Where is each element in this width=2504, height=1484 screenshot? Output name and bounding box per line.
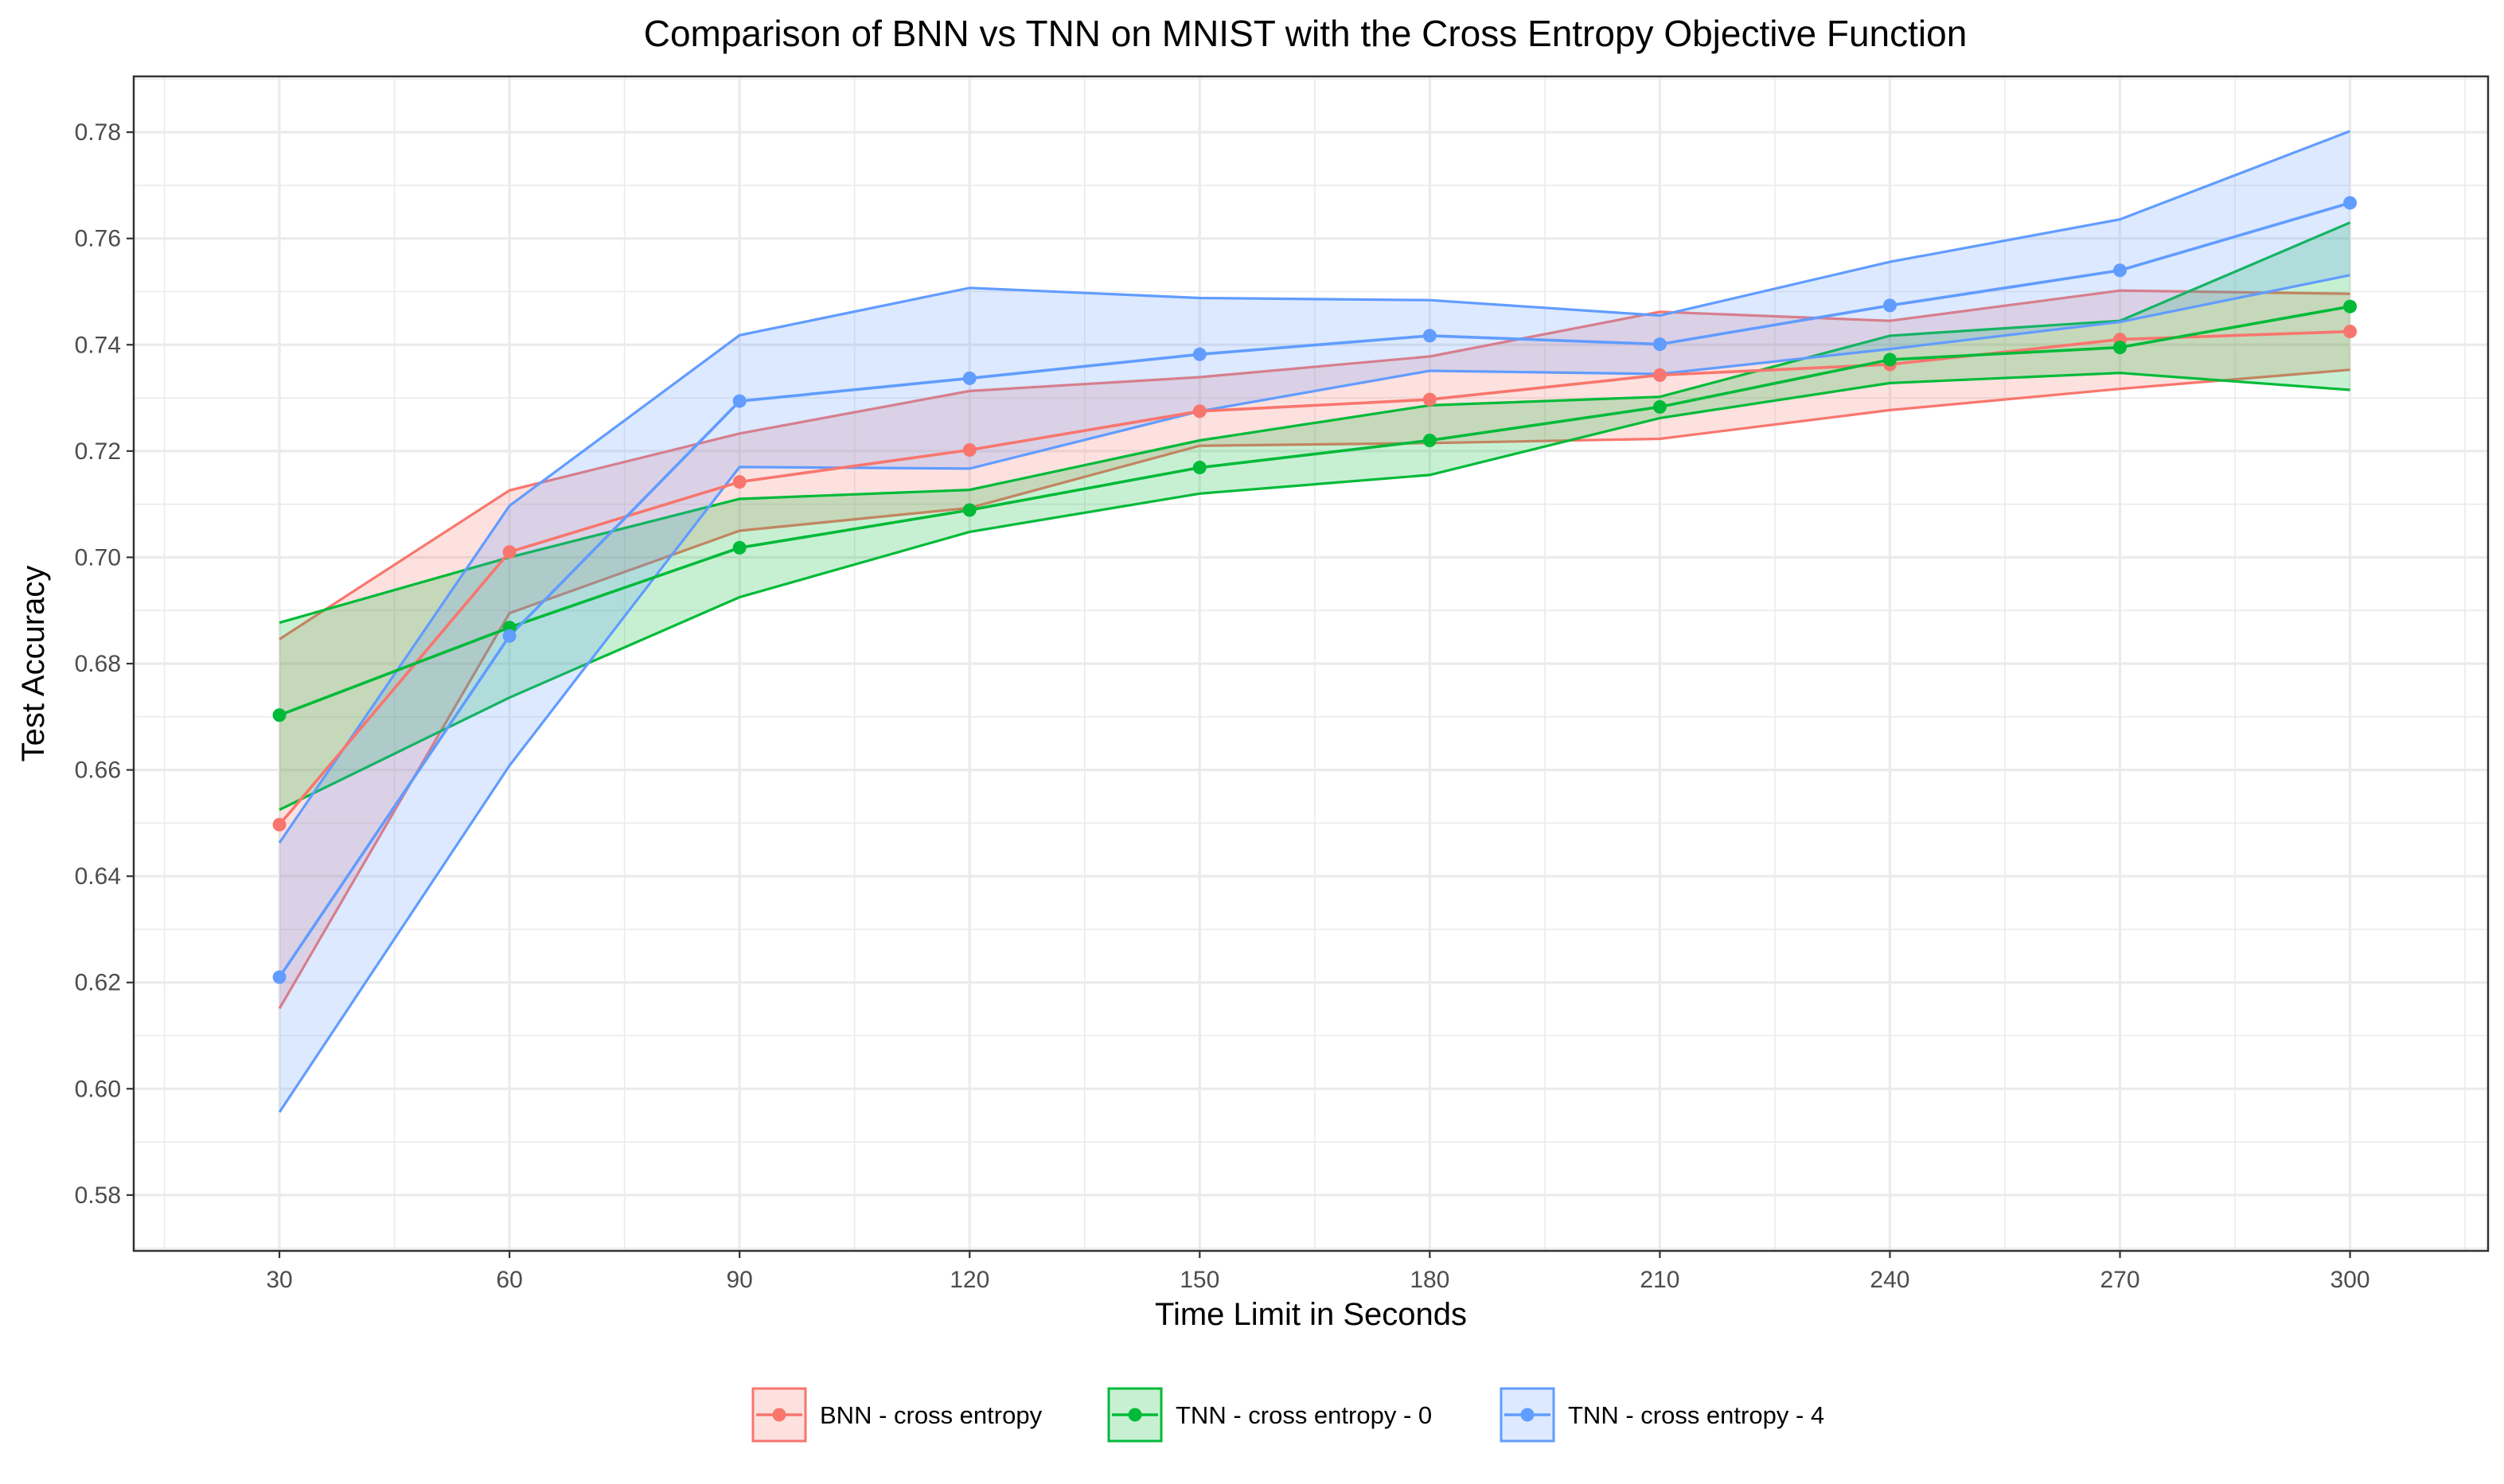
y-tick-label: 0.64 (75, 863, 121, 890)
x-tick-label: 300 (2330, 1267, 2370, 1293)
data-point-series-0 (1422, 392, 1437, 407)
legend: BNN - cross entropy TNN - cross entropy -… (751, 1387, 1824, 1443)
x-tick-label: 240 (1870, 1267, 1909, 1293)
data-point-series-1 (962, 503, 977, 517)
data-point-series-2 (1882, 298, 1897, 313)
legend-key-point-0 (772, 1408, 786, 1422)
data-point-series-2 (732, 394, 747, 408)
data-point-series-0 (732, 475, 747, 489)
ribbon-upper-edge-1 (279, 221, 2351, 625)
x-tick-label: 210 (1640, 1267, 1679, 1293)
legend-label-1: TNN - cross entropy - 0 (1176, 1401, 1432, 1429)
x-tick-label: 150 (1180, 1267, 1219, 1293)
series-lines (278, 201, 2351, 979)
data-point-series-0 (272, 817, 287, 832)
data-point-series-0 (502, 545, 517, 559)
ribbon-lower-edge-2 (278, 274, 2350, 1113)
y-tick-label: 0.58 (75, 1182, 121, 1209)
y-axis-title: Test Accuracy (16, 566, 51, 762)
data-point-series-2 (2343, 196, 2358, 210)
data-point-series-2 (2113, 263, 2128, 278)
ribbon-lower-edge-1 (279, 372, 2350, 812)
y-tick-label: 0.78 (75, 119, 121, 146)
data-point-series-1 (1652, 399, 1667, 414)
x-tick-label: 270 (2100, 1267, 2139, 1293)
data-point-series-0 (962, 443, 977, 458)
y-tick-label: 0.62 (75, 970, 121, 996)
legend-label-0: BNN - cross entropy (820, 1401, 1043, 1429)
ribbon-series-2 (279, 130, 2350, 1112)
ribbon-upper-edge-0 (279, 289, 2350, 641)
ribbon-lower-edge-0 (278, 368, 2350, 1010)
y-tick-label: 0.70 (75, 544, 121, 571)
data-point-series-2 (1422, 329, 1437, 343)
legend-label-2: TNN - cross entropy - 4 (1568, 1401, 1824, 1429)
x-tick-label: 90 (726, 1267, 752, 1293)
data-point-series-2 (502, 629, 517, 643)
data-point-series-1 (1882, 352, 1897, 367)
y-axis: 0.58 0.60 0.62 0.64 0.66 0.68 0.70 0.72 0.74 0.76… (75, 119, 134, 1209)
x-tick-label: 30 (266, 1267, 292, 1293)
chart-title: Comparison of BNN vs TNN on MNIST with t… (644, 13, 1968, 54)
x-axis-title: Time Limit in Seconds (1155, 1297, 1467, 1332)
data-point-series-1 (1192, 461, 1207, 475)
data-point-series-2 (1192, 347, 1207, 361)
ribbon-series-0 (279, 290, 2350, 1009)
y-tick-label: 0.76 (75, 226, 121, 252)
data-point-series-0 (1652, 368, 1667, 382)
y-tick-label: 0.66 (75, 758, 121, 784)
data-point-series-2 (272, 970, 287, 984)
y-tick-label: 0.74 (75, 332, 121, 358)
x-tick-label: 180 (1410, 1267, 1449, 1293)
ribbon-upper-edge-2 (278, 130, 2351, 844)
data-point-series-1 (2113, 341, 2128, 355)
x-axis: 30 60 90 120 150 180 210 240 270 300 (266, 1251, 2370, 1293)
data-point-series-1 (1422, 433, 1437, 447)
data-point-series-0 (2343, 325, 2358, 339)
mean-line-series-1 (279, 305, 2350, 717)
series-points (272, 196, 2358, 984)
data-point-series-2 (1652, 337, 1667, 352)
x-tick-label: 120 (950, 1267, 989, 1293)
ribbon-series-1 (279, 222, 2350, 810)
data-point-series-2 (962, 371, 977, 385)
legend-key-point-2 (1520, 1408, 1535, 1422)
y-tick-label: 0.68 (75, 651, 121, 677)
y-tick-label: 0.60 (75, 1076, 121, 1102)
data-point-series-1 (2343, 299, 2358, 314)
x-tick-label: 60 (496, 1267, 522, 1293)
data-point-series-1 (732, 540, 747, 555)
y-tick-label: 0.72 (75, 438, 121, 465)
confidence-ribbons (278, 130, 2351, 1113)
legend-key-point-1 (1128, 1408, 1142, 1422)
mean-line-series-2 (278, 201, 2351, 979)
data-point-series-0 (1192, 404, 1207, 419)
data-point-series-1 (272, 708, 287, 723)
grid-major (134, 76, 2488, 1251)
